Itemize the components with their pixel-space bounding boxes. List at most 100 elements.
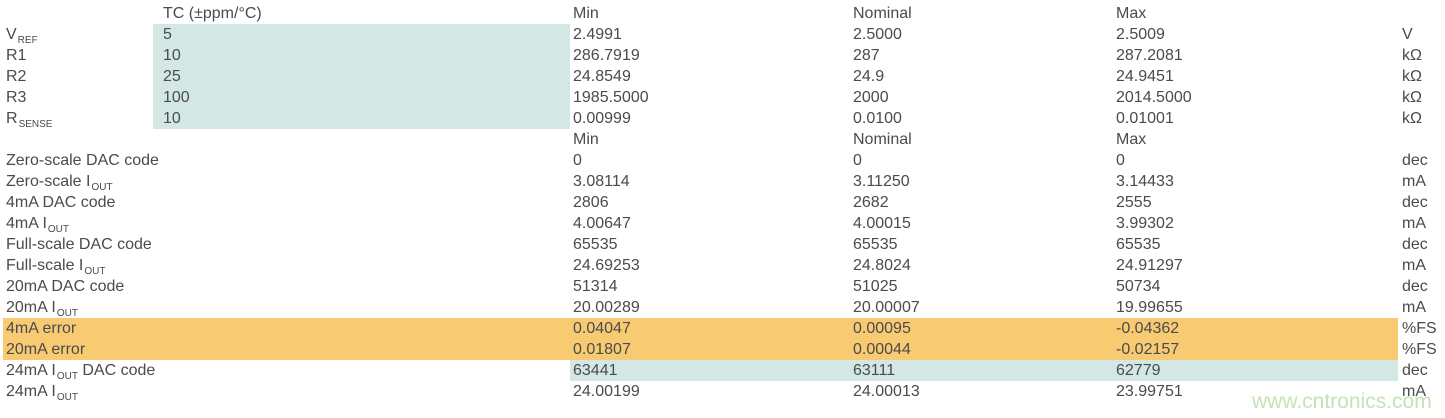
row-label: 20mA error <box>6 341 86 358</box>
cell-max: 23.99751 <box>1116 383 1183 400</box>
cell-nominal: 24.00013 <box>853 383 920 400</box>
cell-min: 3.08114 <box>573 173 630 190</box>
cell-nominal: 0.00095 <box>853 320 911 337</box>
cell-unit: mA <box>1402 383 1426 400</box>
row-label: Full-scale IOUT <box>6 257 106 277</box>
cell-unit: dec <box>1402 278 1428 295</box>
cell-nominal: 65535 <box>853 236 898 253</box>
cell-max: 19.99655 <box>1116 299 1183 316</box>
cell-tc: 25 <box>163 68 181 85</box>
row-highlight-tc <box>153 24 570 45</box>
cell-min: 51314 <box>573 278 618 295</box>
table-row: R3 100 1985.5000 2000 2014.5000 kΩ <box>0 87 1445 108</box>
row-label: 4mA error <box>6 320 77 337</box>
cell-min: 65535 <box>573 236 618 253</box>
table-row: R1 10 286.7919 287 287.2081 kΩ <box>0 45 1445 66</box>
label-subscript: SENSE <box>18 119 53 130</box>
cell-tc: 100 <box>163 89 190 106</box>
cell-min: 1985.5000 <box>573 89 649 106</box>
cell-unit: dec <box>1402 236 1428 253</box>
row-label: 24mA IOUT DAC code <box>6 362 156 382</box>
cell-max: 2014.5000 <box>1116 89 1192 106</box>
cell-unit: mA <box>1402 173 1426 190</box>
column-header-max: Max <box>1116 5 1147 22</box>
column-header-tc: TC (±ppm/°C) <box>163 5 262 22</box>
row-label: 4mA IOUT <box>6 215 70 235</box>
row-label: 20mA DAC code <box>6 278 125 295</box>
column-header-max: Max <box>1116 131 1147 148</box>
cell-unit: mA <box>1402 257 1426 274</box>
table-row: Full-scale IOUT 24.69253 24.8024 24.91297 mA <box>0 255 1445 277</box>
table-row: Zero-scale IOUT 3.08114 3.11250 3.14433 mA <box>0 171 1445 193</box>
cell-tc: 10 <box>163 110 181 127</box>
column-header-min: Min <box>573 5 599 22</box>
cell-max: 62779 <box>1116 362 1161 379</box>
cell-min: 24.8549 <box>573 68 631 85</box>
cell-nominal: 0.0100 <box>853 110 902 127</box>
cell-max: 3.14433 <box>1116 173 1174 190</box>
cell-min: 2.4991 <box>573 26 622 43</box>
cell-max: 0.01001 <box>1116 110 1174 127</box>
cell-max: -0.04362 <box>1116 320 1180 337</box>
cell-unit: kΩ <box>1402 68 1422 85</box>
cell-max: 2555 <box>1116 194 1152 211</box>
table-row: RSENSE 10 0.00999 0.0100 0.01001 kΩ <box>0 108 1445 130</box>
cell-unit: dec <box>1402 362 1428 379</box>
row-label: R3 <box>6 89 27 106</box>
cell-nominal: 3.11250 <box>853 173 910 190</box>
cell-unit: kΩ <box>1402 110 1422 127</box>
row-highlight-tc <box>153 87 570 108</box>
row-label: 20mA IOUT <box>6 299 78 319</box>
row-highlight-full <box>3 339 1398 360</box>
table-row: Zero-scale DAC code 0 0 0 dec <box>0 150 1445 171</box>
label-subscript: OUT <box>56 392 78 403</box>
cell-max: 3.99302 <box>1116 215 1174 232</box>
cell-max: 287.2081 <box>1116 47 1183 64</box>
table-row: 24mA IOUT DAC code 63441 63111 62779 dec <box>0 360 1445 382</box>
cell-unit: V <box>1402 26 1413 43</box>
cell-nominal: 24.8024 <box>853 257 911 274</box>
cell-min: 0 <box>573 152 582 169</box>
cell-min: 286.7919 <box>573 47 640 64</box>
label-subscript: OUT <box>56 308 78 319</box>
row-highlight-full <box>3 318 1398 339</box>
cell-unit: dec <box>1402 152 1428 169</box>
row-label: Zero-scale IOUT <box>6 173 113 193</box>
cell-min: 63441 <box>573 362 618 379</box>
table-row: 4mA error 0.04047 0.00095 -0.04362 %FS <box>0 318 1445 339</box>
table-row: 20mA error 0.01807 0.00044 -0.02157 %FS <box>0 339 1445 360</box>
cell-nominal: 24.9 <box>853 68 885 85</box>
header-row: TC (±ppm/°C) Min Nominal Max <box>0 3 1445 24</box>
cell-nominal: 63111 <box>853 362 896 379</box>
cell-max: 24.91297 <box>1116 257 1183 274</box>
label-subscript: REF <box>17 35 38 46</box>
row-label: R1 <box>6 47 27 64</box>
row-label: RSENSE <box>6 110 53 130</box>
cell-tc: 5 <box>163 26 172 43</box>
cell-min: 0.01807 <box>573 341 631 358</box>
table-row: 20mA IOUT 20.00289 20.00007 19.99655 mA <box>0 297 1445 319</box>
cell-max: 50734 <box>1116 278 1161 295</box>
cell-unit: %FS <box>1402 341 1437 358</box>
label-subscript: OUT <box>56 371 78 382</box>
cell-max: 0 <box>1116 152 1125 169</box>
column-header-nominal: Nominal <box>853 131 912 148</box>
cell-max: 65535 <box>1116 236 1161 253</box>
cell-unit: kΩ <box>1402 47 1422 64</box>
cell-max: -0.02157 <box>1116 341 1180 358</box>
cell-nominal: 0 <box>853 152 862 169</box>
row-highlight-tc <box>153 108 570 129</box>
row-label: VREF <box>6 26 38 46</box>
table-row: R2 25 24.8549 24.9 24.9451 kΩ <box>0 66 1445 87</box>
cell-max: 2.5009 <box>1116 26 1165 43</box>
column-header-min: Min <box>573 131 599 148</box>
cell-tc: 10 <box>163 47 181 64</box>
column-header-nominal: Nominal <box>853 5 912 22</box>
cell-nominal: 2.5000 <box>853 26 902 43</box>
row-label: R2 <box>6 68 27 85</box>
table-row: Full-scale DAC code 65535 65535 65535 dec <box>0 234 1445 255</box>
label-subscript: OUT <box>47 224 70 235</box>
table-row: 4mA IOUT 4.00647 4.00015 3.99302 mA <box>0 213 1445 235</box>
table-row: VREF 5 2.4991 2.5000 2.5009 V <box>0 24 1445 46</box>
